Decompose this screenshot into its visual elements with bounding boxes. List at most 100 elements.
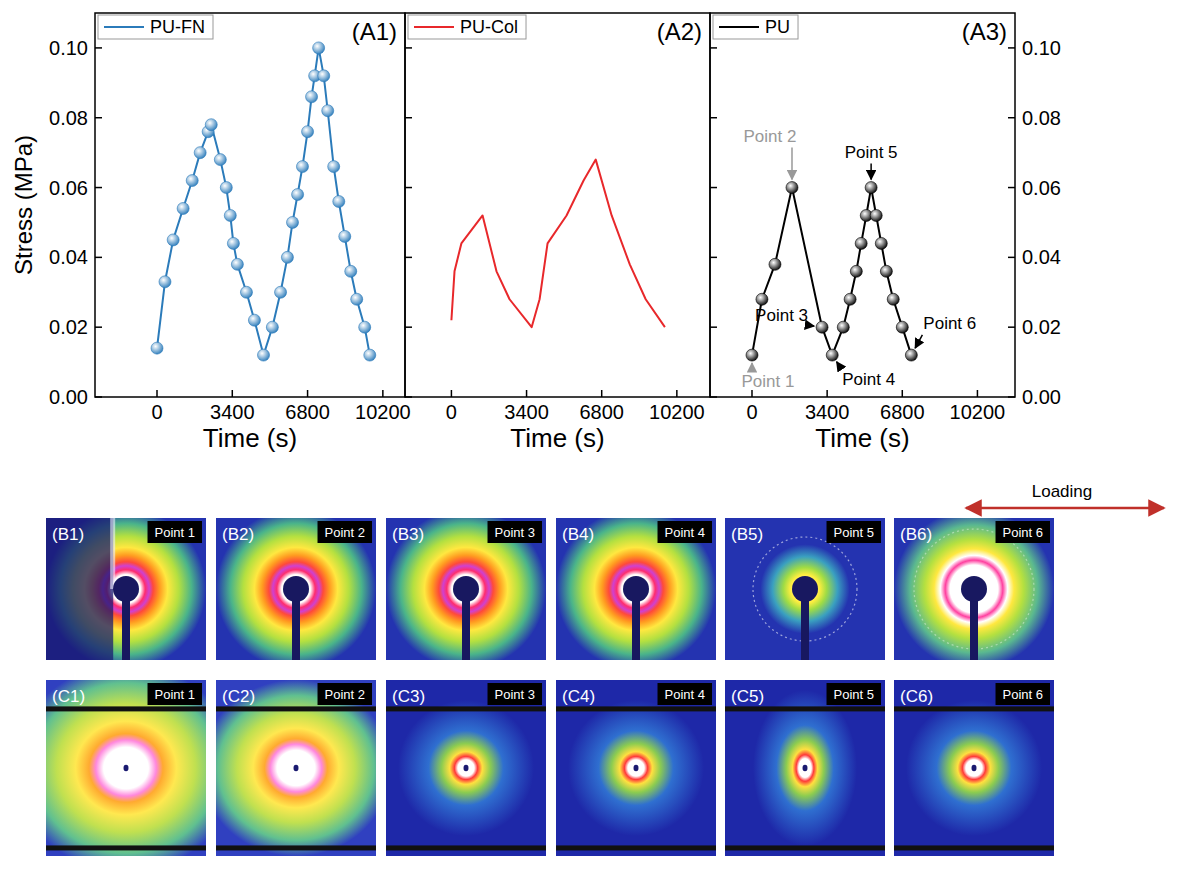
point-tag-box [318,521,372,543]
detector-gap [556,845,716,850]
image-ground [386,680,546,856]
series-marker [313,42,325,54]
point-tag-box [148,683,202,705]
point-tag-box [658,521,712,543]
detector-gap [894,706,1054,711]
x-tick-label: 6800 [579,401,624,423]
beam-center [634,765,639,771]
series-marker [837,321,849,333]
y-tick-label: 0.08 [49,107,88,129]
point-tag-label: Point 3 [495,687,535,702]
y-tick [405,47,412,49]
point-tag-box [148,521,202,543]
point-tag-label: Point 1 [155,687,195,702]
series-marker [240,286,252,298]
legend: PU-FN [98,15,213,39]
image-label: (C6) [900,687,933,706]
beamstop [113,576,139,602]
x-tick [156,390,158,397]
series-marker [328,161,340,173]
series-marker [905,349,917,361]
detector-gap [46,845,206,850]
series-marker [769,258,781,270]
beamstop [792,576,818,602]
y-tick [710,326,717,328]
series-marker [177,202,189,214]
point-tag-box [996,521,1050,543]
point-tag: Point 4 [658,521,712,543]
point-tag: Point 5 [827,683,881,705]
y-tick [95,187,102,189]
image-label: (C2) [222,687,255,706]
point-tag: Point 6 [996,521,1050,543]
y2-tick-label: 0.10 [1022,37,1061,59]
x-tick-label: 3400 [805,401,850,423]
detector-gap [894,845,1054,850]
plot-frame [710,13,1015,397]
y-tick [95,117,102,119]
series-marker [359,321,371,333]
annotation: Point 4 [842,370,895,389]
beamstop [283,576,309,602]
series-marker [364,349,376,361]
image-label: (B5) [731,525,763,544]
y-tick [710,117,717,119]
x-tick-label: 0 [151,401,162,423]
series-marker [266,321,278,333]
legend-box [408,15,526,39]
detector-gap [556,706,716,711]
series-marker [318,70,330,82]
scattering-rings [386,518,546,660]
plot-frame [95,13,405,397]
x-tick [451,390,453,397]
beam-center [803,765,808,771]
scattering-image [216,680,376,856]
x-tick-label: 6800 [880,401,925,423]
chart-panel: 03400680010200Time (s)PU-Col(A2) [405,13,710,453]
panel-title: (A2) [657,18,702,45]
x-tick-label: 0 [746,401,757,423]
point-tag: Point 2 [318,521,372,543]
series-marker [333,196,345,208]
y-tick [710,187,717,189]
scattering-halo [398,700,534,836]
image-ground [894,680,1054,856]
annotation-arrow [870,164,872,180]
point-tag-label: Point 5 [834,687,874,702]
x-tick [232,390,234,397]
y-tick [95,326,102,328]
series-marker [220,182,232,194]
series-marker [302,126,314,138]
image-label: (B3) [392,525,424,544]
series-marker [248,314,260,326]
series-marker [844,293,856,305]
plot-frame [405,13,710,397]
y-tick [405,187,412,189]
scattering-image [725,518,885,660]
y2-tick-label: 0.00 [1022,386,1061,408]
image-label: (B6) [900,525,932,544]
y-tick [710,47,717,49]
series-marker [214,154,226,166]
point-tag-box [827,521,881,543]
detector-gap [46,706,206,711]
series-marker [345,265,357,277]
y-tick [95,47,102,49]
x-axis-title: Time (s) [815,423,909,453]
legend-swatch [719,26,759,28]
x-tick [676,390,678,397]
point-tag: Point 1 [148,683,202,705]
y2-tick [1008,257,1015,259]
point-tag-label: Point 6 [1003,687,1043,702]
beam-center [294,765,299,771]
y2-tick [1008,47,1015,49]
x-tick [526,390,528,397]
y2-tick [1008,326,1015,328]
scattering-halo [906,700,1042,836]
x-tick [307,390,309,397]
annotation: Point 5 [845,143,898,162]
annotation-arrow [751,363,753,370]
series-marker [826,349,838,361]
scattering-rings [894,518,1054,660]
y2-tick-label: 0.08 [1022,107,1061,129]
